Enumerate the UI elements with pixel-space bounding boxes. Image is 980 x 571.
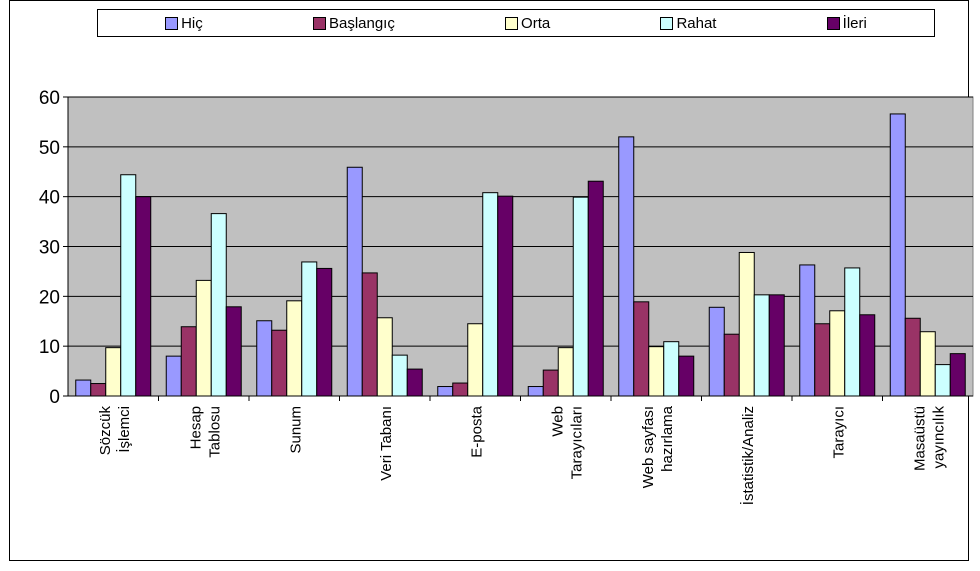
y-tick-label: 20 <box>39 287 60 308</box>
bar <box>542 369 559 397</box>
x-tick-label: Web sayfası hazırlama <box>640 405 676 488</box>
x-tick-label-line: E-posta <box>468 405 485 457</box>
bar <box>648 346 665 397</box>
legend-item: Hiç <box>165 15 203 32</box>
x-tick-label: Sunum <box>287 406 304 454</box>
x-tick-label-line: Hesap <box>187 406 204 449</box>
y-tick-label: 10 <box>39 337 60 358</box>
legend-label: Rahat <box>676 14 717 32</box>
legend-swatch <box>165 16 179 30</box>
bar <box>180 326 197 397</box>
bar <box>678 355 695 397</box>
legend-label: İleri <box>842 14 867 32</box>
bar <box>135 196 152 397</box>
x-tick-label: İstatistik/Analiz <box>739 406 757 505</box>
x-tick-label-line: Web <box>549 406 566 437</box>
x-tick-label-line: Tarayıcı <box>830 406 847 459</box>
bar <box>286 300 303 397</box>
bar <box>361 272 378 397</box>
x-tick-label-line: İstatistik/Analiz <box>739 406 757 505</box>
bar <box>346 166 363 397</box>
x-tick-label-line: Masaüstü <box>911 406 928 471</box>
bar <box>210 213 227 397</box>
bar <box>829 310 846 397</box>
bar <box>723 333 740 397</box>
legend-item: Başlangıç <box>312 14 395 32</box>
bar <box>452 382 469 397</box>
bar <box>391 354 408 397</box>
y-tick-label: 30 <box>39 238 60 259</box>
bar <box>301 261 318 397</box>
bar <box>271 329 288 397</box>
legend-label: Hiç <box>181 14 203 32</box>
x-tick-label: Masaüstü yayıncılık <box>911 406 947 472</box>
bar <box>663 341 680 397</box>
bar <box>904 317 921 397</box>
bar <box>572 196 589 397</box>
bar <box>75 379 92 397</box>
x-tick-label: E-posta <box>468 405 485 457</box>
bar <box>467 323 484 397</box>
x-tick-label: Web Tarayıcıları <box>549 406 585 479</box>
bar <box>557 347 574 397</box>
bar <box>919 331 936 397</box>
bar <box>105 347 122 397</box>
x-tick-label-line: İşlemci <box>115 406 133 453</box>
x-tick-label-line: Tablosu <box>206 406 223 458</box>
x-tick-label-line: yayıncılık <box>930 406 947 469</box>
x-tick-label: Hesap Tablosu <box>187 406 223 458</box>
bar <box>587 180 604 397</box>
legend-item: İleri <box>826 14 867 32</box>
bar <box>949 353 966 397</box>
bar <box>753 294 770 397</box>
y-tick-label: 0 <box>49 387 60 408</box>
x-tick-label-line: Sözcük <box>97 406 114 456</box>
x-tick-label: Veri Tabanı <box>378 406 395 481</box>
legend-item: Rahat <box>660 15 716 32</box>
bar <box>618 136 635 397</box>
bar <box>768 294 785 397</box>
bar <box>859 314 876 397</box>
bar <box>165 355 182 397</box>
bar <box>738 251 755 397</box>
x-tick-label-line: hazırlama <box>659 405 676 472</box>
y-tick-label: 50 <box>39 138 60 159</box>
bar <box>497 195 514 397</box>
bar <box>799 264 816 397</box>
legend-swatch <box>660 16 674 30</box>
y-tick-label: 60 <box>39 88 60 109</box>
x-tick-label-line: Tarayıcıları <box>568 406 585 479</box>
bar <box>406 368 423 397</box>
bar <box>90 383 107 397</box>
bar <box>814 323 831 397</box>
bar <box>316 267 333 397</box>
bar <box>527 386 544 397</box>
bar <box>437 386 454 397</box>
x-tick-label: Sözcük İşlemci <box>97 406 133 456</box>
legend: Hiç Başlangıç Orta Rahat İleri <box>97 9 935 37</box>
bar <box>120 174 137 397</box>
y-tick-label: 40 <box>39 188 60 209</box>
bar <box>889 113 906 397</box>
x-tick-label: Tarayıcı <box>830 406 847 459</box>
x-tick-label-line: Web sayfası <box>640 406 657 488</box>
bar <box>225 306 242 397</box>
legend-item: Orta <box>505 15 550 32</box>
legend-swatch <box>505 16 519 30</box>
bar <box>934 364 951 397</box>
legend-swatch <box>312 16 326 30</box>
x-tick-label-line: Sunum <box>287 406 304 454</box>
bar <box>195 279 212 397</box>
bar <box>633 301 650 397</box>
x-tick-label-line: Veri Tabanı <box>378 406 395 481</box>
legend-label: Başlangıç <box>328 14 395 32</box>
bar <box>376 317 393 397</box>
legend-swatch <box>826 16 840 30</box>
bar <box>708 306 725 397</box>
legend-label: Orta <box>521 14 551 32</box>
bar <box>844 267 861 397</box>
bar <box>482 192 499 397</box>
bar <box>256 320 273 397</box>
